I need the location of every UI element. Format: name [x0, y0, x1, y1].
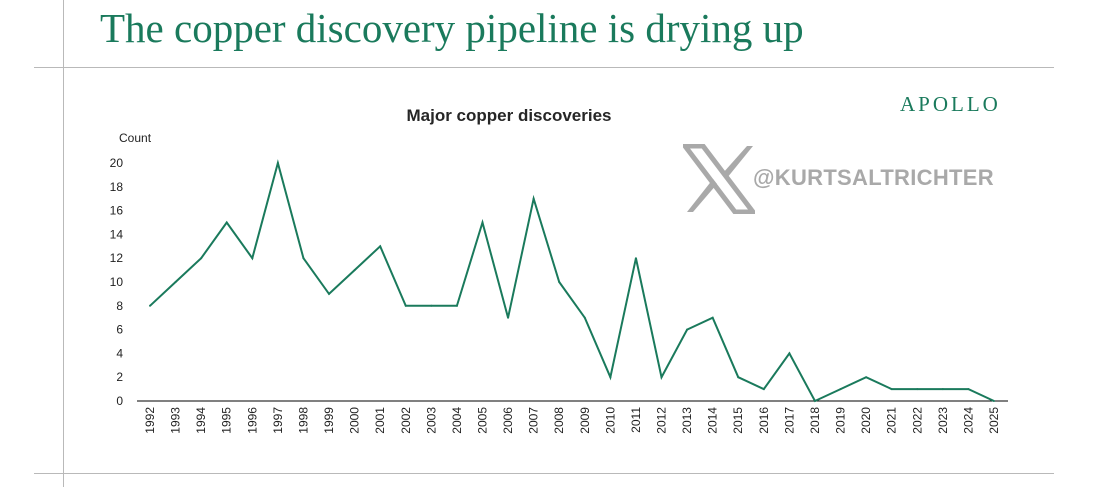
- y-tick-label: 14: [110, 227, 124, 241]
- data-point-2024: [967, 388, 970, 391]
- data-point-2008: [558, 281, 561, 283]
- data-point-2012: [660, 376, 663, 379]
- x-tick-label: 1993: [169, 407, 183, 434]
- x-tick-label: 1999: [322, 407, 336, 434]
- x-tick-label: 2023: [936, 407, 950, 434]
- x-tick-label: 2020: [859, 407, 873, 434]
- x-tick-label: 2011: [629, 407, 643, 433]
- x-tick-label: 2009: [578, 407, 592, 434]
- x-tick-label: 2019: [834, 407, 848, 434]
- watermark-handle: @KURTSALTRICHTER: [753, 165, 994, 190]
- x-tick-label: 2015: [731, 407, 745, 434]
- data-point-2014: [711, 316, 714, 319]
- data-point-1998: [302, 257, 305, 260]
- y-axis-label: Count: [119, 131, 152, 145]
- page-title: The copper discovery pipeline is drying …: [100, 5, 804, 51]
- x-tick-label: 2025: [987, 407, 1001, 434]
- x-tick-label: 2001: [373, 407, 387, 434]
- x-tick-label: 2010: [603, 407, 617, 434]
- data-point-2005: [481, 221, 484, 224]
- y-tick-label: 20: [110, 156, 124, 170]
- y-tick-label: 2: [116, 370, 123, 384]
- data-point-2000: [353, 269, 356, 272]
- x-logo-icon: [683, 144, 755, 214]
- data-point-2018: [813, 400, 816, 402]
- x-tick-label: 2022: [910, 407, 924, 434]
- data-point-1997: [276, 162, 279, 164]
- data-point-1994: [200, 257, 203, 260]
- data-point-1996: [251, 257, 254, 260]
- data-point-2022: [916, 388, 919, 391]
- y-tick-label: 18: [110, 180, 124, 194]
- brand-logo: APOLLO: [900, 92, 1001, 116]
- data-point-2025: [993, 400, 995, 402]
- data-point-2009: [583, 316, 586, 319]
- data-point-2010: [609, 376, 612, 379]
- x-tick-label: 1997: [271, 407, 285, 434]
- data-point-1992: [149, 304, 151, 307]
- data-point-2020: [865, 376, 868, 379]
- x-tick-label: 2000: [348, 407, 362, 434]
- x-tick-label: 2012: [655, 407, 669, 434]
- x-tick-label: 2017: [782, 407, 796, 434]
- data-point-2004: [455, 304, 458, 307]
- y-tick-label: 6: [116, 323, 123, 337]
- y-tick-label: 8: [116, 299, 123, 313]
- data-point-2016: [762, 388, 765, 391]
- x-tick-label: 1996: [245, 407, 259, 434]
- x-tick-label: 1995: [220, 407, 234, 434]
- x-tick-label: 2002: [399, 407, 413, 434]
- data-point-1995: [225, 221, 228, 224]
- y-tick-label: 12: [110, 251, 124, 265]
- data-point-2006: [507, 316, 510, 319]
- x-tick-label: 2014: [706, 407, 720, 434]
- x-tick-label: 2013: [680, 407, 694, 434]
- y-tick-label: 16: [110, 204, 124, 218]
- data-point-2021: [890, 388, 893, 391]
- data-point-2007: [532, 197, 535, 200]
- y-tick-label: 10: [110, 275, 124, 289]
- footer-divider: [34, 473, 1054, 474]
- data-point-2001: [379, 245, 382, 248]
- x-tick-label: 2006: [501, 407, 515, 434]
- data-point-2023: [941, 388, 944, 391]
- x-tick-label: 1992: [143, 407, 157, 434]
- y-tick-label: 4: [116, 346, 123, 360]
- data-point-2019: [839, 388, 842, 391]
- x-tick-label: 2018: [808, 407, 822, 434]
- data-point-2015: [737, 376, 740, 379]
- x-tick-label: 2016: [757, 407, 771, 434]
- data-point-2011: [634, 257, 637, 260]
- x-tick-label: 1998: [296, 407, 310, 434]
- data-point-1999: [328, 292, 331, 295]
- series-line: [149, 159, 995, 403]
- data-point-2003: [430, 304, 433, 307]
- left-rule: [63, 0, 64, 487]
- data-point-2017: [788, 352, 791, 355]
- x-tick-label: 1994: [194, 407, 208, 434]
- x-tick-label: 2005: [475, 407, 489, 434]
- x-tick-label: 2024: [961, 407, 975, 434]
- x-tick-label: 2021: [885, 407, 899, 434]
- data-point-1993: [174, 281, 177, 283]
- data-point-2013: [686, 328, 689, 331]
- x-tick-label: 2008: [552, 407, 566, 434]
- x-tick-label: 2007: [527, 407, 541, 434]
- chart-title: Major copper discoveries: [406, 106, 612, 125]
- header-divider: [34, 67, 1054, 68]
- x-tick-label: 2003: [424, 407, 438, 434]
- x-tick-label: 2004: [450, 407, 464, 434]
- y-tick-label: 0: [116, 394, 123, 408]
- data-point-2002: [404, 304, 407, 307]
